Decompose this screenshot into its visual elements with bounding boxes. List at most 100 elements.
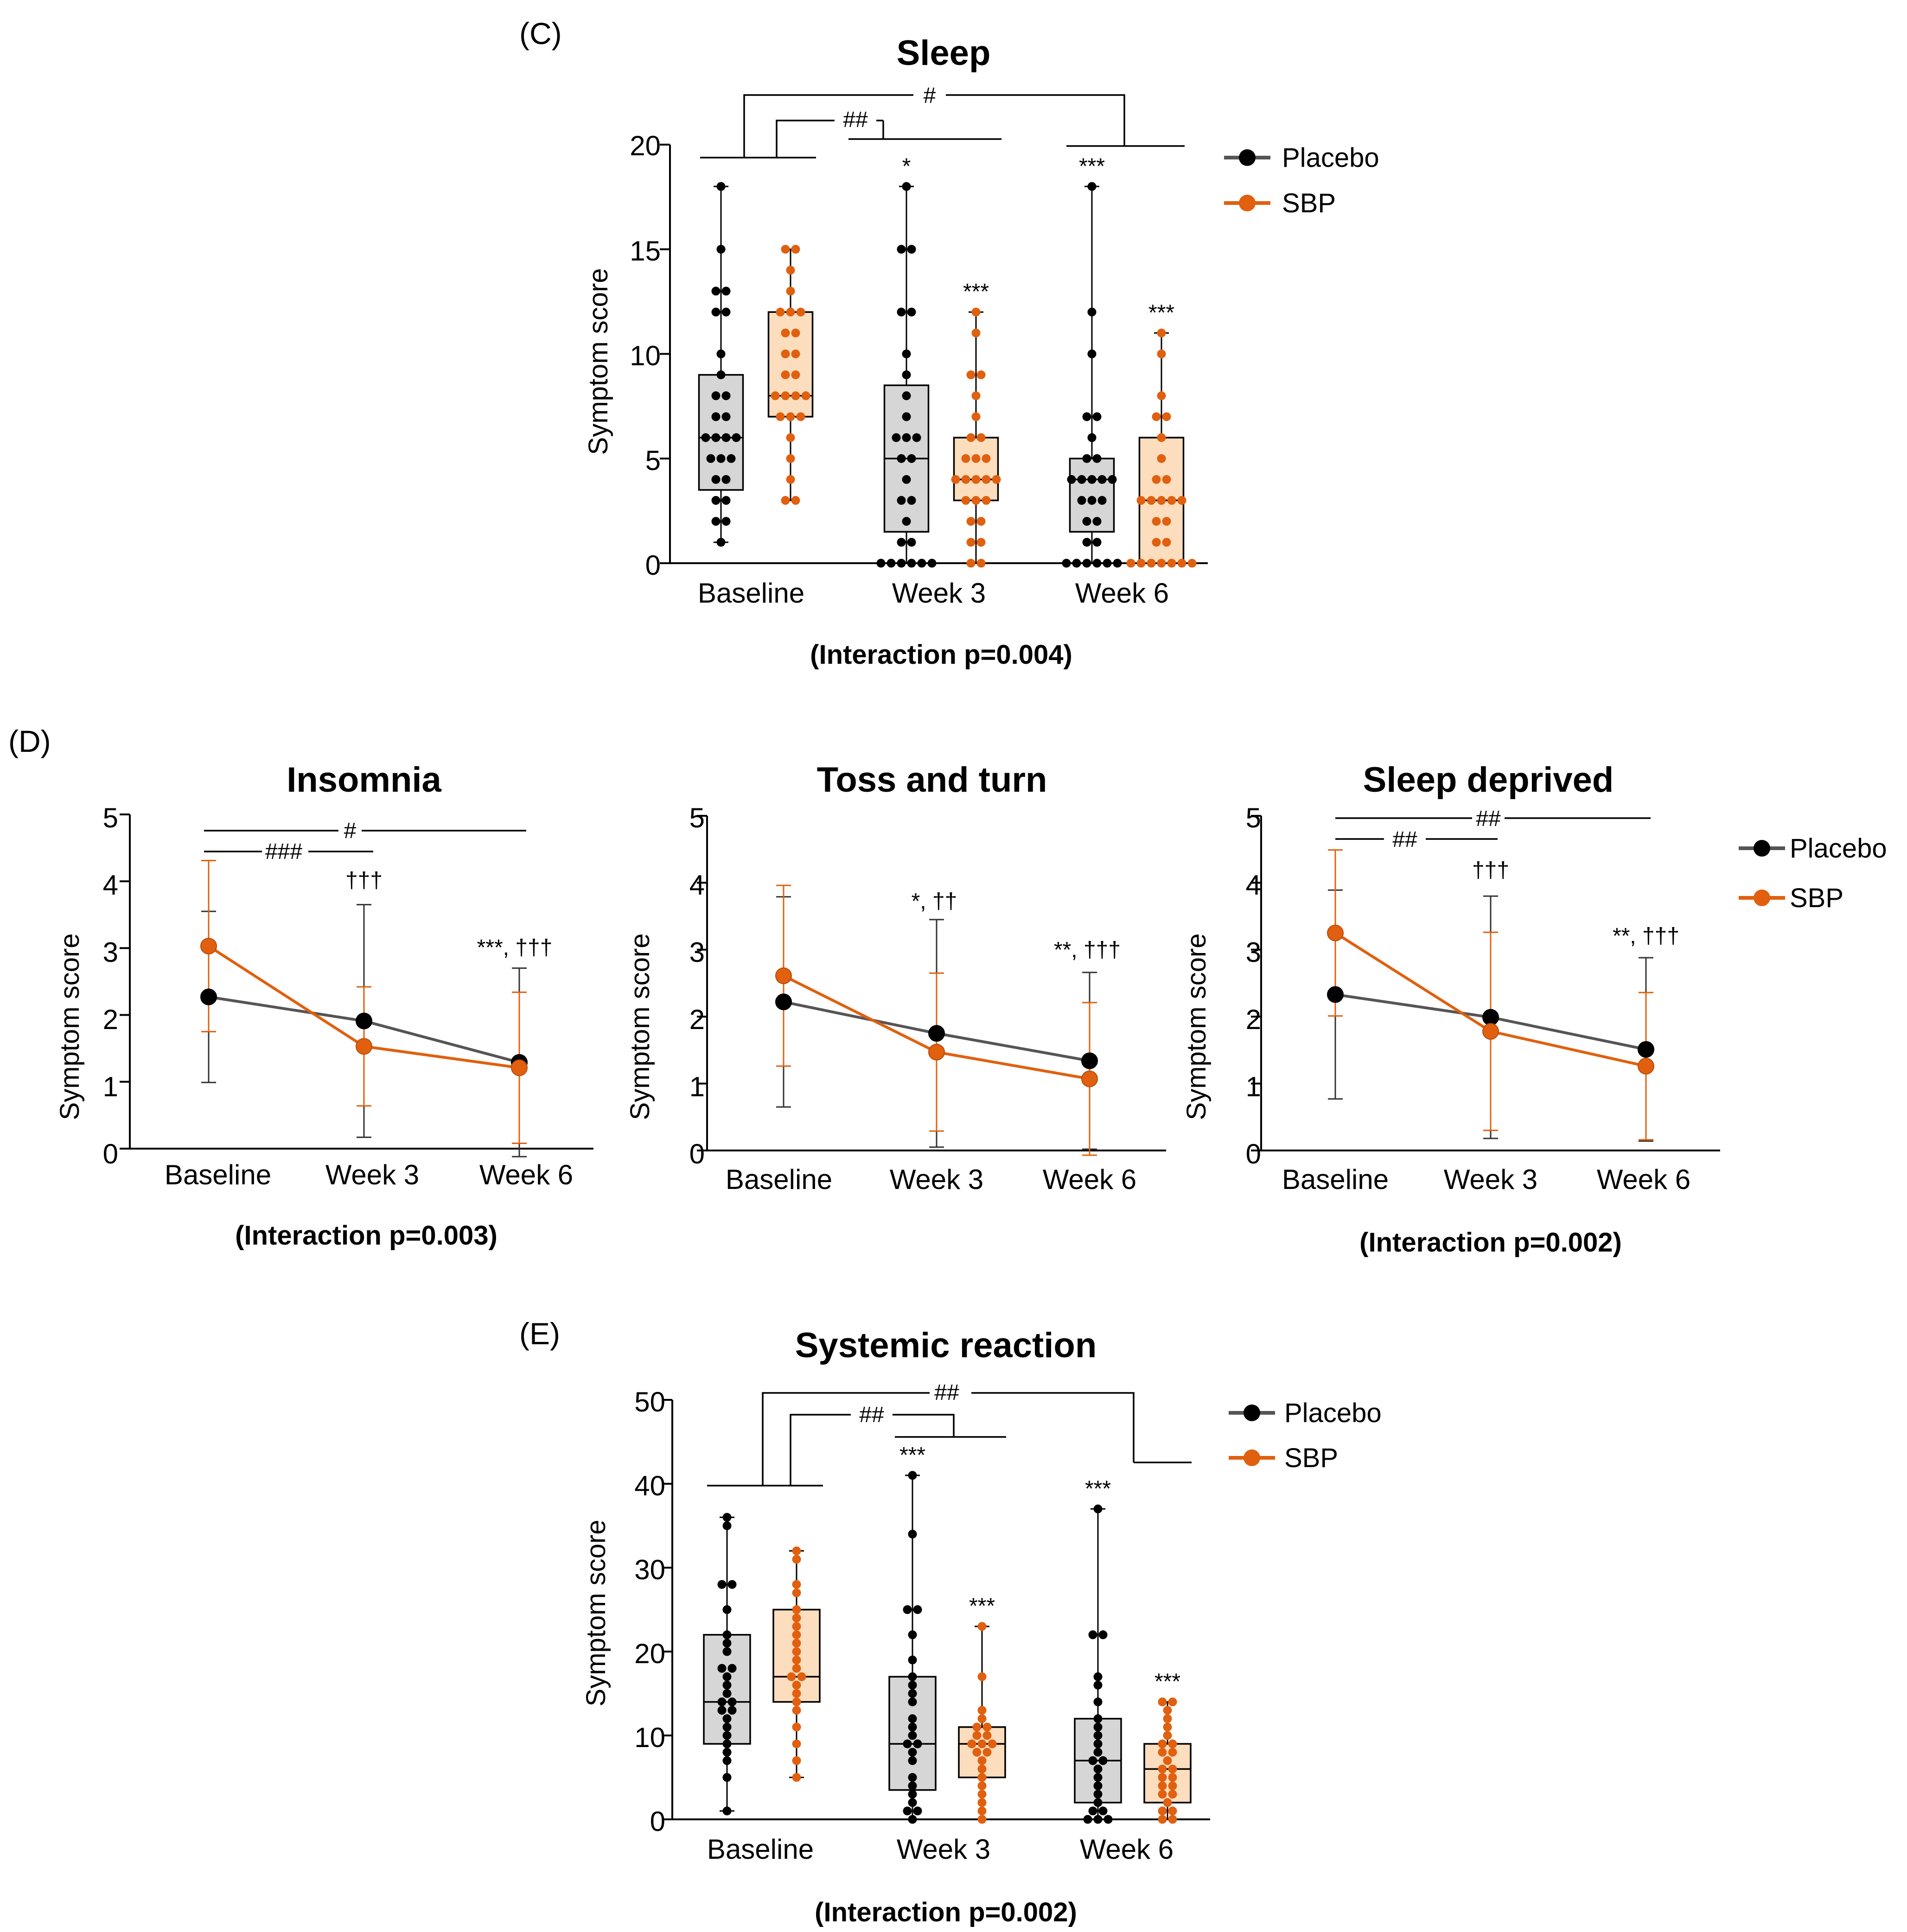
data-point <box>892 433 901 442</box>
data-point <box>721 412 731 421</box>
data-point <box>792 1689 801 1698</box>
data-point <box>791 370 800 380</box>
x-tick-label: Week 6 <box>1080 1834 1174 1865</box>
point-annotation: **, ††† <box>1613 924 1679 948</box>
data-point <box>903 1806 912 1816</box>
data-point <box>701 433 710 442</box>
data-point <box>902 350 911 358</box>
y-tick-label: 0 <box>650 1806 665 1837</box>
data-point <box>791 350 800 358</box>
data-point <box>908 1731 917 1740</box>
data-point <box>1092 517 1102 526</box>
y-tick-label: 4 <box>689 870 705 901</box>
interaction-p-label-c: (Interaction p=0.004) <box>810 640 1072 670</box>
data-point <box>1157 454 1166 463</box>
data-point <box>1108 475 1117 484</box>
data-point <box>897 245 906 254</box>
data-point <box>792 1622 801 1631</box>
data-point <box>727 1697 737 1707</box>
data-point-placebo <box>356 1012 372 1030</box>
data-point <box>1163 1798 1172 1807</box>
data-point <box>717 1580 727 1589</box>
y-tick-label: 4 <box>103 870 118 901</box>
axes-d2 <box>697 815 1166 1151</box>
data-point-sbp <box>1327 924 1344 941</box>
data-point <box>722 1714 732 1723</box>
legend-label-placebo: Placebo <box>1284 1398 1382 1428</box>
data-point <box>908 1756 917 1765</box>
data-point <box>1093 1714 1103 1723</box>
data-point <box>711 391 721 400</box>
axes-e <box>662 1399 1210 1820</box>
data-point <box>1087 475 1097 484</box>
data-point <box>1087 350 1097 358</box>
data-point <box>1113 559 1122 568</box>
y-tick-label: 4 <box>1246 870 1261 901</box>
data-point <box>971 496 981 505</box>
significance-brackets-d1: # ### <box>204 818 526 864</box>
panel-label-d: (D) <box>8 724 51 758</box>
data-point <box>1083 1815 1092 1824</box>
data-point <box>966 433 976 442</box>
data-point <box>1158 1697 1167 1707</box>
data-point <box>908 1748 917 1757</box>
data-point <box>1103 559 1112 568</box>
data-point <box>972 1748 982 1757</box>
point-annotation: ††† <box>345 868 383 893</box>
data-point <box>908 1798 917 1807</box>
data-point <box>897 454 906 463</box>
data-point <box>1163 1714 1172 1723</box>
data-point <box>787 1672 796 1681</box>
axes-d3 <box>1251 815 1720 1151</box>
interaction-p-label-d3: (Interaction p=0.002) <box>1359 1227 1622 1258</box>
data-point <box>972 1722 982 1732</box>
data-point <box>1167 496 1176 505</box>
data-point <box>1168 1781 1177 1791</box>
data-point <box>977 1790 987 1799</box>
data-point <box>961 454 970 463</box>
significance-hash-label: ## <box>1476 807 1501 831</box>
significance-brackets-e: ## ## <box>707 1380 1192 1487</box>
legend-label-sbp: SBP <box>1790 883 1843 913</box>
y-tick-label: 5 <box>689 802 705 833</box>
data-point <box>1092 559 1102 568</box>
data-point <box>1087 182 1097 191</box>
data-point <box>908 1630 917 1640</box>
significance-star: * <box>902 154 911 178</box>
data-point <box>781 245 790 254</box>
data-point <box>1158 1815 1167 1824</box>
data-point <box>1067 475 1076 484</box>
legend-label-sbp: SBP <box>1284 1443 1338 1473</box>
point-annotation: ***, ††† <box>477 935 553 960</box>
data-point <box>792 1655 801 1665</box>
chart-title-toss-and-turn: Toss and turn <box>817 760 1047 800</box>
x-tick-label: Baseline <box>698 578 804 609</box>
data-point <box>1136 559 1146 568</box>
legend-marker-sbp <box>1754 890 1770 906</box>
bracket-lines-e <box>707 1392 1192 1487</box>
data-point-placebo <box>1482 1009 1499 1026</box>
data-point <box>792 1697 801 1707</box>
y-tick-label: 0 <box>645 550 661 581</box>
data-point <box>1093 1697 1103 1707</box>
data-point <box>966 370 976 380</box>
data-point <box>717 1706 727 1715</box>
data-point <box>722 1689 732 1698</box>
data-point <box>721 391 731 400</box>
data-point <box>711 475 721 484</box>
data-point <box>1157 391 1166 400</box>
data-point <box>971 475 981 484</box>
data-point <box>1152 538 1161 547</box>
data-point <box>1093 1798 1103 1807</box>
data-point <box>1162 538 1171 547</box>
data-point <box>992 475 1001 484</box>
data-point <box>902 517 911 526</box>
data-point <box>722 1630 732 1640</box>
y-tick-label: 15 <box>630 235 661 267</box>
data-point <box>717 1697 727 1707</box>
data-point <box>1157 433 1166 442</box>
data-point <box>977 1773 987 1782</box>
data-point-placebo <box>775 993 792 1010</box>
data-point <box>792 1605 801 1614</box>
